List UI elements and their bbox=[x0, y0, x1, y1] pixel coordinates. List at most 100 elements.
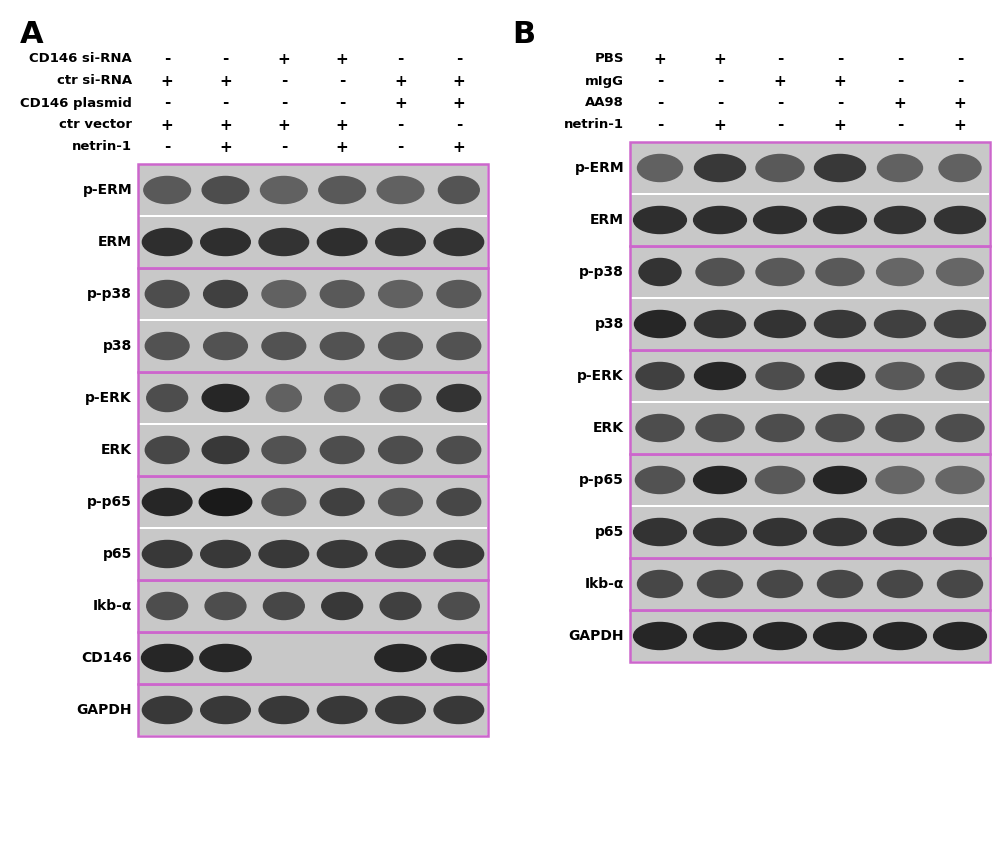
Ellipse shape bbox=[142, 645, 193, 671]
Bar bbox=[138, 164, 488, 268]
Ellipse shape bbox=[259, 228, 309, 256]
Ellipse shape bbox=[147, 385, 188, 411]
Text: +: + bbox=[834, 117, 846, 133]
Ellipse shape bbox=[380, 593, 421, 620]
Text: -: - bbox=[164, 139, 170, 155]
Bar bbox=[631, 611, 989, 661]
Text: p-ERK: p-ERK bbox=[85, 391, 132, 405]
Text: p38: p38 bbox=[103, 339, 132, 353]
Ellipse shape bbox=[754, 206, 806, 233]
Ellipse shape bbox=[144, 176, 190, 203]
Ellipse shape bbox=[262, 333, 306, 359]
Ellipse shape bbox=[878, 155, 922, 181]
Ellipse shape bbox=[201, 697, 250, 723]
Text: -: - bbox=[339, 74, 345, 89]
Text: +: + bbox=[277, 117, 290, 133]
Text: +: + bbox=[452, 74, 465, 89]
Ellipse shape bbox=[434, 697, 484, 723]
Text: +: + bbox=[277, 51, 290, 67]
Bar bbox=[139, 269, 487, 319]
Ellipse shape bbox=[634, 622, 686, 650]
Text: ERK: ERK bbox=[101, 443, 132, 457]
Ellipse shape bbox=[380, 385, 421, 411]
Ellipse shape bbox=[876, 363, 924, 390]
Text: p38: p38 bbox=[595, 317, 624, 331]
Bar bbox=[138, 476, 488, 580]
Ellipse shape bbox=[259, 540, 309, 568]
Text: -: - bbox=[281, 96, 287, 110]
Text: p-p65: p-p65 bbox=[87, 495, 132, 509]
Ellipse shape bbox=[379, 437, 422, 463]
Text: +: + bbox=[834, 74, 846, 89]
Text: -: - bbox=[897, 51, 903, 67]
Ellipse shape bbox=[934, 206, 986, 233]
Bar bbox=[138, 268, 488, 372]
Ellipse shape bbox=[317, 228, 367, 256]
Ellipse shape bbox=[142, 697, 192, 723]
Ellipse shape bbox=[814, 310, 866, 338]
Ellipse shape bbox=[755, 467, 805, 493]
Text: Ikb-α: Ikb-α bbox=[585, 577, 624, 591]
Text: +: + bbox=[894, 96, 906, 110]
Ellipse shape bbox=[635, 310, 686, 338]
Text: -: - bbox=[164, 96, 170, 110]
Ellipse shape bbox=[200, 645, 251, 671]
Ellipse shape bbox=[814, 467, 866, 493]
Text: CD146: CD146 bbox=[81, 651, 132, 665]
Ellipse shape bbox=[145, 280, 189, 308]
Ellipse shape bbox=[201, 228, 250, 256]
Bar bbox=[139, 477, 487, 527]
Ellipse shape bbox=[142, 540, 192, 568]
Ellipse shape bbox=[434, 228, 484, 256]
Text: -: - bbox=[281, 74, 287, 89]
Ellipse shape bbox=[434, 540, 484, 568]
Ellipse shape bbox=[263, 593, 304, 620]
Ellipse shape bbox=[874, 206, 926, 233]
Ellipse shape bbox=[638, 570, 682, 598]
Ellipse shape bbox=[936, 363, 984, 390]
Ellipse shape bbox=[936, 415, 984, 441]
Text: +: + bbox=[452, 139, 465, 155]
Ellipse shape bbox=[934, 310, 986, 338]
Ellipse shape bbox=[878, 570, 922, 598]
Ellipse shape bbox=[634, 518, 686, 545]
Text: +: + bbox=[774, 74, 786, 89]
Ellipse shape bbox=[379, 333, 422, 359]
Text: -: - bbox=[897, 74, 903, 89]
Ellipse shape bbox=[754, 622, 806, 650]
Text: +: + bbox=[219, 139, 232, 155]
Ellipse shape bbox=[636, 415, 684, 441]
Ellipse shape bbox=[262, 280, 306, 308]
Ellipse shape bbox=[145, 333, 189, 359]
Text: p-p38: p-p38 bbox=[87, 287, 132, 301]
Bar bbox=[631, 559, 989, 609]
Ellipse shape bbox=[877, 258, 923, 286]
Text: +: + bbox=[219, 74, 232, 89]
Text: -: - bbox=[657, 74, 663, 89]
Ellipse shape bbox=[635, 467, 685, 493]
Ellipse shape bbox=[438, 593, 479, 620]
Ellipse shape bbox=[756, 415, 804, 441]
Ellipse shape bbox=[934, 622, 986, 650]
Ellipse shape bbox=[876, 415, 924, 441]
Ellipse shape bbox=[934, 518, 986, 545]
Ellipse shape bbox=[756, 155, 804, 181]
Ellipse shape bbox=[818, 570, 862, 598]
Ellipse shape bbox=[142, 488, 192, 516]
Bar bbox=[139, 217, 487, 267]
Ellipse shape bbox=[325, 385, 360, 411]
Ellipse shape bbox=[205, 593, 246, 620]
Bar bbox=[138, 372, 488, 476]
Text: -: - bbox=[222, 96, 229, 110]
Text: +: + bbox=[954, 117, 966, 133]
Ellipse shape bbox=[317, 697, 367, 723]
Ellipse shape bbox=[696, 258, 744, 286]
Text: A: A bbox=[20, 20, 44, 49]
Ellipse shape bbox=[431, 645, 487, 671]
Ellipse shape bbox=[319, 176, 366, 203]
Ellipse shape bbox=[816, 258, 864, 286]
Ellipse shape bbox=[939, 155, 981, 181]
Text: -: - bbox=[222, 51, 229, 67]
Ellipse shape bbox=[814, 155, 866, 181]
Ellipse shape bbox=[145, 437, 189, 463]
